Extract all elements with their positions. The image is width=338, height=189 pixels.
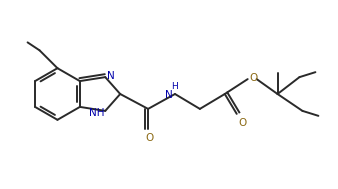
Text: N: N xyxy=(107,71,115,81)
Text: N: N xyxy=(165,90,173,100)
Text: O: O xyxy=(250,73,258,83)
Text: H: H xyxy=(172,82,178,91)
Text: NH: NH xyxy=(89,108,104,118)
Text: O: O xyxy=(239,118,247,128)
Text: O: O xyxy=(145,133,153,143)
